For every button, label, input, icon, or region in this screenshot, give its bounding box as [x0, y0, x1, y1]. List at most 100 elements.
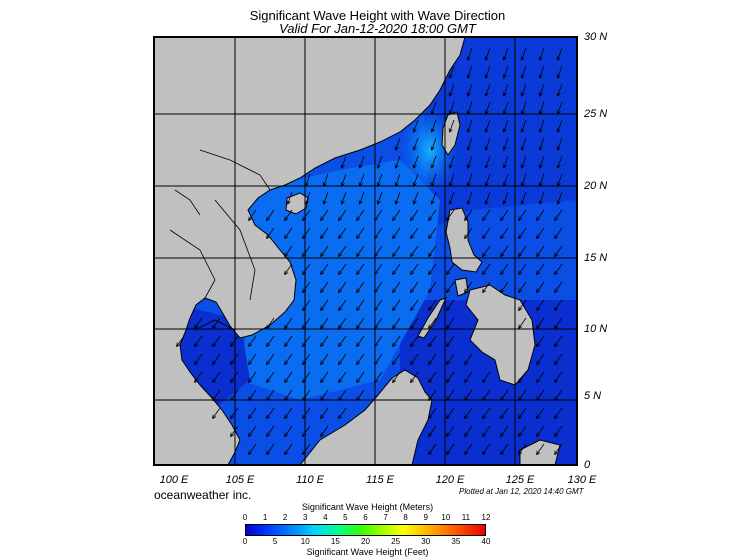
- wave-arrow-head: [248, 342, 250, 347]
- wave-arrow-head: [464, 452, 469, 455]
- wave-arrow-head: [554, 398, 559, 401]
- wave-arrow-head: [536, 218, 541, 221]
- wave-arrow-head: [374, 324, 376, 329]
- wave-arrow-head: [320, 434, 325, 437]
- wave-arrow: [539, 173, 545, 187]
- wave-arrow-head: [446, 414, 448, 419]
- wave-arrow-head: [392, 378, 394, 383]
- wave-arrow-head: [410, 326, 415, 329]
- meters-tick: 1: [262, 513, 268, 522]
- wave-arrow: [428, 353, 437, 365]
- wave-arrow-head: [230, 396, 232, 401]
- wave-arrow-head: [428, 360, 430, 365]
- wave-arrow-head: [428, 380, 433, 383]
- wave-arrow: [554, 389, 563, 401]
- wave-arrow: [287, 191, 293, 205]
- wave-arrow-head: [302, 414, 304, 419]
- wave-arrow: [536, 245, 545, 257]
- wave-arrow-head: [536, 380, 541, 383]
- wave-arrow-head: [518, 252, 520, 257]
- wave-arrow: [431, 155, 437, 169]
- wave-arrow: [521, 83, 527, 97]
- wave-arrow-head: [392, 236, 397, 239]
- wave-arrow-head: [554, 414, 556, 419]
- wave-arrow-head: [374, 288, 376, 293]
- wave-arrow: [410, 335, 419, 347]
- wave-arrow: [248, 371, 257, 383]
- lon-label: 105 E: [225, 474, 255, 486]
- wave-arrow-head: [500, 452, 505, 455]
- wave-arrow-head: [446, 324, 448, 329]
- wave-arrow-head: [482, 236, 487, 239]
- wave-arrow-head: [266, 378, 268, 383]
- wave-arrow: [338, 389, 347, 401]
- wave-arrow-head: [464, 416, 469, 419]
- wave-arrow-head: [518, 378, 520, 383]
- wave-arrow-head: [320, 326, 325, 329]
- wave-arrow: [467, 101, 473, 115]
- wave-arrow-head: [248, 380, 253, 383]
- wave-arrow: [284, 389, 293, 401]
- wave-arrow: [539, 191, 545, 205]
- wave-arrow: [302, 299, 311, 311]
- wave-arrow: [554, 443, 563, 455]
- wave-arrow-head: [392, 272, 397, 275]
- wave-arrow: [266, 353, 275, 365]
- meters-tick: 4: [323, 513, 328, 522]
- wave-arrow-head: [536, 308, 541, 311]
- wave-arrow-head: [554, 252, 556, 257]
- wave-arrow-head: [446, 416, 451, 419]
- wave-arrow-head: [410, 254, 415, 257]
- wave-arrow-head: [554, 452, 559, 455]
- wave-arrow-head: [320, 324, 322, 329]
- wave-arrow: [266, 389, 275, 401]
- wave-arrow-head: [428, 434, 433, 437]
- wave-arrow: [482, 389, 491, 401]
- wave-arrow-head: [464, 432, 466, 437]
- meters-tick: 5: [343, 513, 348, 522]
- wave-arrow-head: [521, 93, 525, 97]
- wave-arrow-head: [464, 450, 466, 455]
- lon-label: 110 E: [296, 474, 324, 486]
- wave-arrow: [284, 353, 293, 365]
- wave-arrow-head: [464, 398, 469, 401]
- wave-arrow-head: [302, 308, 307, 311]
- wave-arrow-head: [248, 398, 253, 401]
- wave-arrow-head: [467, 129, 471, 133]
- wave-arrow-head: [482, 290, 487, 293]
- wave-arrow-head: [482, 452, 487, 455]
- wave-arrow-head: [320, 306, 322, 311]
- palawan-island: [417, 297, 447, 339]
- wave-arrow-head: [302, 380, 307, 383]
- wave-arrow-head: [266, 432, 268, 437]
- wave-arrow: [356, 317, 365, 329]
- wave-arrow-head: [554, 378, 556, 383]
- wave-arrow: [431, 119, 437, 133]
- wave-arrow: [446, 353, 455, 365]
- wave-arrow: [302, 209, 311, 221]
- wave-arrow-head: [338, 326, 343, 329]
- wave-arrow: [356, 353, 365, 365]
- wave-arrow: [248, 353, 257, 365]
- wave-arrow-head: [557, 57, 561, 61]
- wave-arrow-head: [464, 288, 466, 293]
- wave-arrow-head: [248, 432, 250, 437]
- wave-arrow-head: [212, 414, 214, 419]
- wave-arrow-head: [212, 324, 214, 329]
- meters-tick: 10: [441, 513, 451, 522]
- wave-arrow-head: [284, 398, 289, 401]
- wave-arrow-head: [338, 308, 343, 311]
- wave-arrow: [356, 281, 365, 293]
- wave-arrow-head: [320, 270, 322, 275]
- wave-arrow-head: [320, 414, 322, 419]
- plotted-timestamp: Plotted at Jan 12, 2020 14:40 GMT: [459, 487, 584, 496]
- wave-arrow-head: [194, 324, 196, 329]
- wave-arrow-head: [392, 344, 397, 347]
- wave-arrow-head: [521, 201, 525, 205]
- wave-arrow: [557, 173, 563, 187]
- wave-arrow: [536, 371, 545, 383]
- wave-arrow: [410, 281, 419, 293]
- wave-arrow-head: [518, 434, 523, 437]
- wave-arrow-head: [374, 360, 376, 365]
- wave-arrow: [518, 299, 527, 311]
